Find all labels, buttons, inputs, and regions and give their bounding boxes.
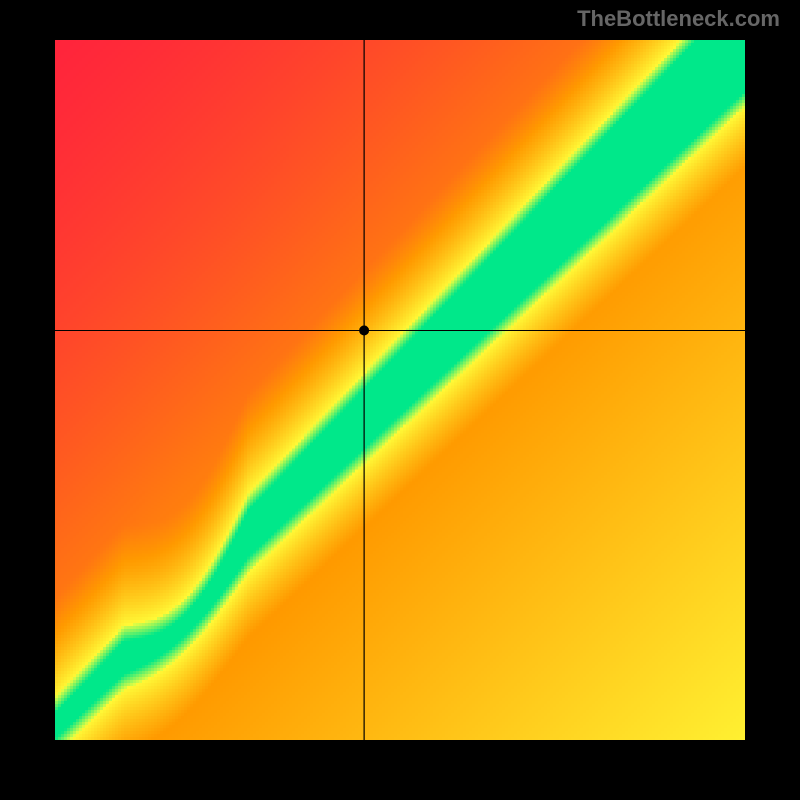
watermark-text: TheBottleneck.com <box>577 6 780 32</box>
crosshair-overlay <box>55 40 745 740</box>
chart-container: TheBottleneck.com <box>0 0 800 800</box>
